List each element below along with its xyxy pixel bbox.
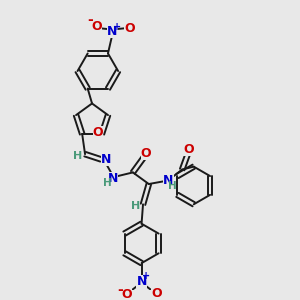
Text: H: H: [103, 178, 112, 188]
Text: +: +: [142, 271, 150, 281]
Text: H: H: [131, 201, 140, 211]
Text: O: O: [151, 287, 162, 300]
Text: O: O: [141, 146, 151, 160]
Text: O: O: [122, 288, 132, 300]
Text: N: N: [107, 25, 118, 38]
Text: O: O: [183, 143, 194, 156]
Text: N: N: [136, 275, 147, 288]
Text: O: O: [124, 22, 135, 35]
Text: N: N: [107, 172, 118, 185]
Text: H: H: [168, 181, 177, 191]
Text: O: O: [92, 126, 103, 139]
Text: +: +: [113, 22, 121, 32]
Text: H: H: [73, 151, 83, 160]
Text: O: O: [91, 20, 102, 33]
Text: -: -: [88, 13, 94, 26]
Text: N: N: [101, 153, 111, 166]
Text: -: -: [117, 283, 123, 297]
Text: N: N: [163, 174, 174, 187]
